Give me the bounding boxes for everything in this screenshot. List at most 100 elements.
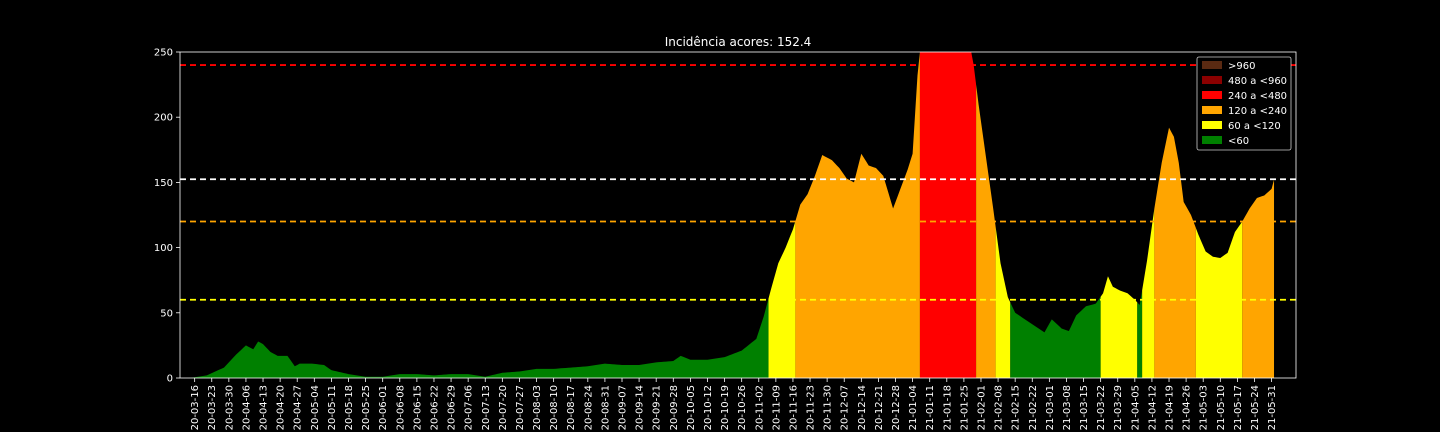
x-tick-label: 20-08-03 [532, 385, 543, 430]
y-tick-label: 250 [154, 48, 173, 59]
x-tick-label: 20-07-06 [464, 385, 475, 430]
x-tick-label: 20-09-28 [669, 385, 680, 430]
area-segment [1154, 127, 1196, 378]
legend: >960 480 a <960 240 a <480 120 a <240 60 a <… [1196, 56, 1292, 151]
area-segment [919, 52, 977, 378]
x-tick-label: 20-05-04 [310, 385, 321, 430]
x-tick-label: 21-03-15 [1079, 385, 1090, 430]
x-tick-label: 21-03-29 [1113, 385, 1124, 430]
x-tick-label: 21-05-10 [1216, 385, 1227, 430]
legend-swatch [1202, 91, 1222, 99]
x-tick-label: 20-08-10 [549, 385, 560, 430]
x-tick-label: 20-06-15 [412, 385, 423, 430]
x-tick-label: 21-05-03 [1199, 385, 1210, 430]
x-tick-label: 20-08-17 [566, 385, 577, 430]
x-tick-label: 20-10-05 [686, 385, 697, 430]
x-tick-label: 21-04-05 [1130, 385, 1141, 430]
plot-frame [179, 51, 1297, 379]
legend-swatch [1202, 136, 1222, 144]
x-tick-label: 20-12-28 [891, 385, 902, 430]
x-tick-label: 21-01-04 [908, 385, 919, 430]
legend-label: >960 [1228, 61, 1255, 72]
x-tick-label: 21-04-12 [1147, 385, 1158, 430]
x-tick-label: 21-02-15 [1011, 385, 1022, 430]
y-tick-label: 100 [154, 243, 173, 254]
x-tick-label: 20-04-13 [259, 385, 270, 430]
area-segment [189, 298, 769, 378]
x-tick-label: 20-09-07 [618, 385, 629, 430]
area-segment [995, 226, 1011, 378]
chart-title: Incidência acores: 152.4 [665, 35, 812, 49]
x-tick-label: 21-01-25 [959, 385, 970, 430]
x-axis: 20-03-16 20-03-23 20-03-30 20-04-06 20-04-13… [190, 378, 1278, 430]
legend-swatch [1202, 61, 1222, 69]
x-tick-label: 20-04-06 [241, 385, 252, 430]
x-tick-label: 20-06-29 [447, 385, 458, 430]
x-tick-label: 21-03-01 [1045, 385, 1056, 430]
x-tick-label: 20-11-09 [771, 385, 782, 430]
area-layer [189, 52, 1275, 378]
x-tick-label: 20-10-26 [737, 385, 748, 430]
legend-swatch [1202, 76, 1222, 84]
x-tick-label: 21-05-17 [1233, 385, 1244, 430]
x-tick-label: 20-05-18 [344, 385, 355, 430]
x-tick-label: 20-12-21 [874, 385, 885, 430]
x-tick-label: 20-07-27 [515, 385, 526, 430]
x-tick-label: 20-11-02 [754, 385, 765, 430]
x-tick-label: 20-11-16 [788, 385, 799, 430]
x-tick-label: 20-03-16 [190, 385, 201, 430]
x-tick-label: 20-04-20 [276, 385, 287, 430]
x-tick-label: 21-05-31 [1267, 385, 1278, 430]
legend-swatch [1202, 121, 1222, 129]
x-tick-label: 20-06-22 [429, 385, 440, 430]
x-tick-label: 20-08-24 [583, 385, 594, 430]
area-segment [1242, 179, 1275, 378]
x-tick-label: 20-11-23 [806, 385, 817, 430]
area-segment [1195, 221, 1243, 378]
legend-label: 240 a <480 [1228, 91, 1287, 102]
x-tick-label: 21-01-18 [942, 385, 953, 430]
x-tick-label: 21-02-08 [994, 385, 1005, 430]
x-tick-label: 21-05-24 [1250, 385, 1261, 430]
legend-label: <60 [1228, 136, 1249, 147]
x-tick-label: 20-09-21 [652, 385, 663, 430]
y-tick-label: 200 [154, 113, 173, 124]
area-segment [795, 52, 920, 378]
y-tick-label: 150 [154, 178, 173, 189]
x-tick-label: 21-04-19 [1165, 385, 1176, 430]
x-tick-label: 20-07-13 [481, 385, 492, 430]
area-segment [976, 84, 996, 378]
x-tick-label: 20-05-25 [361, 385, 372, 430]
area-segment [1100, 276, 1138, 378]
area-segment [1137, 290, 1143, 378]
x-tick-label: 20-03-23 [207, 385, 218, 430]
x-tick-label: 21-02-22 [1028, 385, 1039, 430]
x-tick-label: 20-09-14 [635, 385, 646, 430]
area-segment [1010, 296, 1101, 378]
y-tick-label: 0 [167, 374, 173, 385]
x-tick-label: 20-10-12 [703, 385, 714, 430]
threshold-lines [180, 64, 1296, 301]
x-tick-label: 20-12-07 [840, 385, 851, 430]
y-axis: 0 50 100 150 200 250 [154, 48, 180, 385]
legend-label: 60 a <120 [1228, 121, 1281, 132]
x-tick-label: 20-11-30 [823, 385, 834, 430]
x-tick-label: 20-04-27 [293, 385, 304, 430]
y-tick-label: 50 [160, 308, 173, 319]
legend-label: 480 a <960 [1228, 76, 1287, 87]
x-tick-label: 20-10-19 [720, 385, 731, 430]
legend-label: 120 a <240 [1228, 106, 1287, 117]
legend-swatch [1202, 106, 1222, 114]
x-tick-label: 20-08-31 [600, 385, 611, 430]
x-tick-label: 21-01-11 [925, 385, 936, 430]
x-tick-label: 20-07-20 [498, 385, 509, 430]
area-segment [1142, 208, 1155, 378]
x-tick-label: 20-06-08 [395, 385, 406, 430]
x-tick-label: 20-03-30 [224, 385, 235, 430]
x-tick-label: 20-05-11 [327, 385, 338, 430]
x-tick-label: 20-12-14 [857, 385, 868, 430]
x-tick-label: 21-03-08 [1062, 385, 1073, 430]
x-tick-label: 21-04-26 [1182, 385, 1193, 430]
x-tick-label: 20-06-01 [378, 385, 389, 430]
x-tick-label: 21-03-22 [1096, 385, 1107, 430]
